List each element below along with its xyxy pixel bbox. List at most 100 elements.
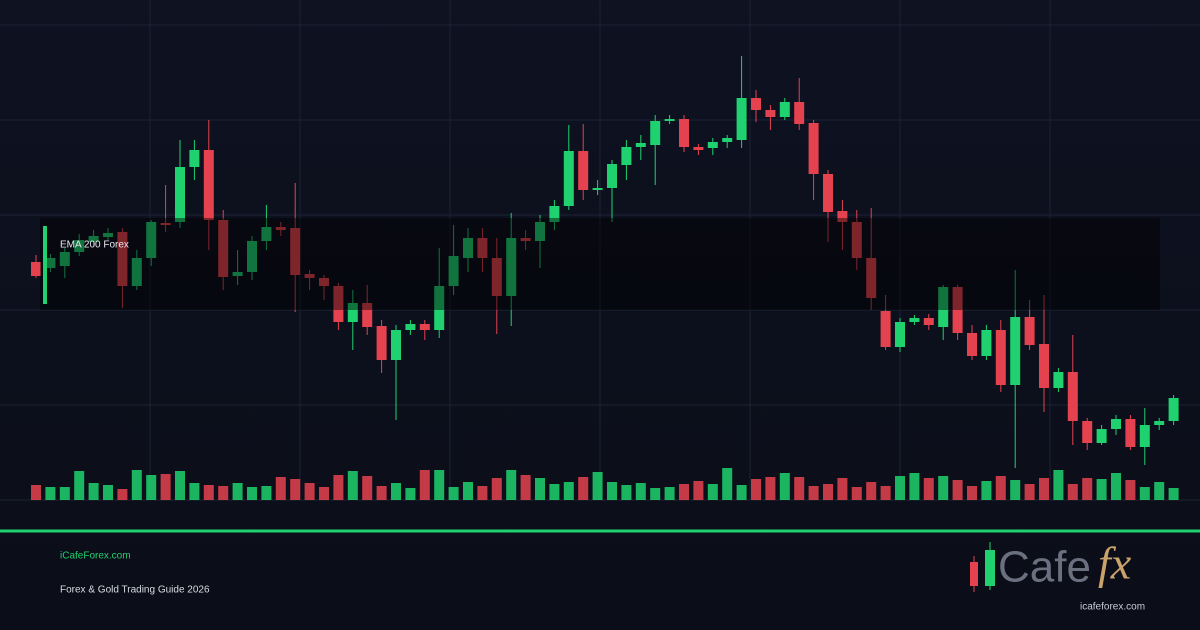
candle-body (448, 256, 459, 286)
candle-body (247, 241, 257, 272)
candle-body (563, 151, 574, 206)
candle-body (1010, 317, 1021, 385)
candle-body (794, 102, 805, 124)
candle-body (592, 188, 603, 190)
candle-body (1024, 317, 1035, 345)
volume-bar (880, 486, 891, 500)
volume-bar (592, 472, 603, 500)
volume-bar (1039, 478, 1049, 500)
ema-marker (43, 226, 47, 304)
volume-bar (621, 485, 632, 500)
volume-bar (851, 487, 862, 500)
volume-bar (405, 488, 416, 500)
candle-body (203, 150, 214, 220)
volume-bar (607, 482, 617, 500)
candle-body (808, 123, 819, 174)
volume-bar (175, 471, 185, 500)
volume-bar (808, 486, 819, 500)
volume-bar (635, 483, 646, 500)
candle-body (304, 274, 315, 278)
volume-bar (491, 478, 502, 500)
volume-bar (247, 487, 257, 500)
candle-body (938, 287, 949, 327)
candle-body (765, 110, 776, 117)
volume-bar (103, 485, 113, 500)
volume-bar (347, 471, 358, 500)
volume-bar (578, 477, 589, 500)
candle-body (635, 143, 646, 147)
volume-bar (59, 487, 70, 500)
volume-bar (290, 479, 301, 500)
volume-bar (88, 483, 99, 500)
candle-body (405, 324, 416, 330)
volume-bar (520, 475, 531, 500)
volume-bar (261, 486, 272, 500)
volume-bar (506, 470, 517, 500)
ema-band (40, 218, 1160, 310)
volume-bar (45, 487, 56, 500)
candle-body (175, 167, 185, 222)
volume-bar (31, 485, 41, 500)
logo-fx: fx (1098, 538, 1132, 589)
volume-bar (967, 486, 977, 500)
candle-body (261, 227, 272, 241)
grid (0, 0, 1200, 501)
volume-bar (333, 475, 344, 500)
candle-body (967, 333, 977, 356)
volume-bar (131, 470, 142, 500)
volume-bar (304, 483, 315, 500)
volume-bar (722, 468, 733, 500)
volume-bar (232, 483, 243, 500)
candle-body (189, 150, 200, 167)
volume-bar (74, 471, 85, 500)
volume-bar (1168, 488, 1179, 500)
candle-body (909, 318, 920, 322)
volume-bar (679, 484, 689, 500)
volume-bar (1111, 473, 1121, 500)
volume-bar (664, 487, 675, 500)
candle-body (362, 303, 373, 327)
candle-body (218, 220, 229, 277)
volume-bar (146, 475, 157, 500)
volume-bar (923, 478, 934, 500)
candle-body (520, 238, 531, 241)
candle-body (895, 322, 905, 347)
volume-bar (319, 487, 329, 500)
candle-body (275, 227, 286, 230)
candle-body (851, 222, 862, 258)
candle-body (1168, 398, 1179, 421)
candle-body (1111, 419, 1121, 429)
volume-bar (938, 476, 949, 500)
candle-body (535, 222, 545, 241)
volume-bar (160, 474, 171, 500)
candle-body (506, 238, 517, 296)
volume-bar (362, 476, 373, 500)
candle-body (1053, 372, 1064, 388)
volume-bar (650, 488, 661, 500)
footer-tagline: Forex & Gold Trading Guide 2026 (60, 585, 210, 596)
volume-bar (1024, 484, 1035, 500)
candle-body (103, 233, 113, 237)
volume-bar (1096, 479, 1107, 500)
volume-bar (1139, 487, 1150, 500)
volume-bar (1010, 480, 1021, 500)
volume-bar (189, 483, 200, 500)
volume-bar (535, 478, 545, 500)
candle-body (621, 147, 632, 165)
candle-body (160, 223, 171, 225)
candle-body (866, 258, 877, 298)
candle-body (1082, 421, 1093, 443)
volume-bar (218, 486, 229, 500)
candle-body (59, 252, 70, 266)
candle-body (549, 206, 560, 222)
volume-bar (434, 470, 445, 500)
volume-bar (837, 478, 848, 500)
volume-bar (376, 486, 387, 500)
volume-bar (909, 473, 920, 500)
candle-body (578, 151, 589, 190)
candle-body (391, 330, 401, 360)
candle-body (88, 236, 99, 242)
logo-word: Cafe (998, 543, 1091, 592)
